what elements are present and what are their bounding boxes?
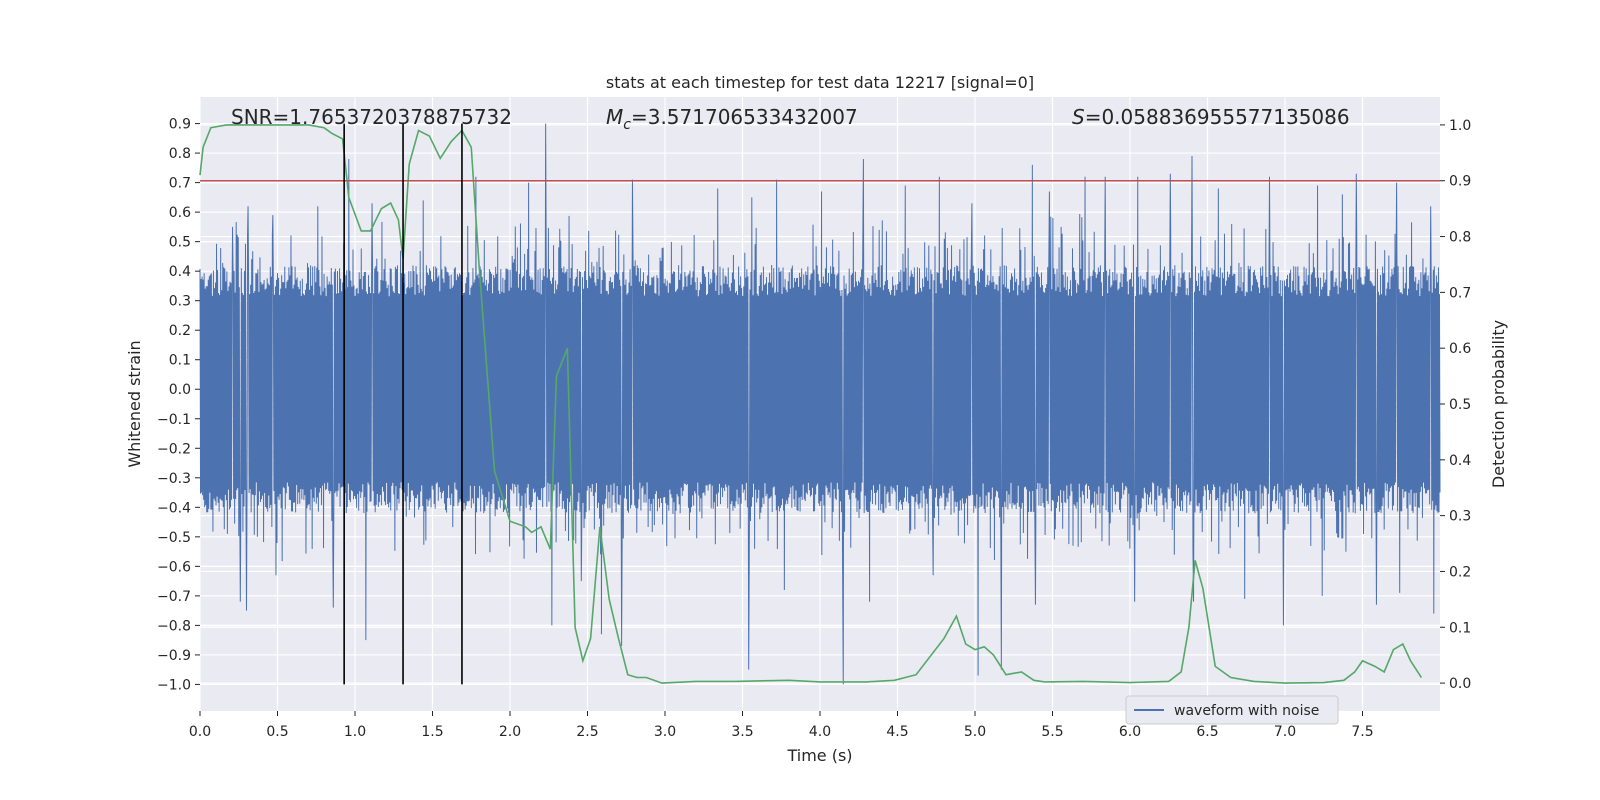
y-tick-label: −0.6: [157, 559, 191, 575]
legend-label: waveform with noise: [1174, 703, 1319, 719]
y2-tick-label: 0.6: [1449, 341, 1471, 357]
x-tick-label: 2.5: [576, 724, 598, 740]
x-tick-label: 1.5: [421, 724, 443, 740]
y-tick-label: 0.4: [169, 264, 191, 280]
y-tick-label: −0.7: [157, 589, 191, 605]
y-tick-label: 0.7: [169, 176, 191, 192]
legend-box: [1125, 695, 1339, 725]
y-tick-label: 0.9: [169, 117, 191, 133]
y-tick-label: −0.3: [157, 471, 191, 487]
y2-tick-label: 1.0: [1449, 118, 1471, 134]
legend: waveform with noise: [1125, 695, 1339, 725]
y-tick-label: 0.5: [169, 235, 191, 251]
x-tick-label: 0.0: [189, 724, 211, 740]
y2-tick-label: 0.1: [1449, 620, 1471, 636]
y2-tick-label: 0.0: [1449, 676, 1471, 692]
y2-axis-label: Detection probability: [1489, 320, 1508, 488]
snr-annotation: SNR=1.7653720378875732: [231, 105, 512, 129]
x-tick-label: 0.5: [266, 724, 288, 740]
plot-area: [199, 123, 1441, 685]
y-axis-ticks: 0.9 0.8 0.7 0.6 0.5 0.4 0.3 0.2 0.1 0.0 −0.1 −0.2 −0…: [157, 117, 200, 693]
x-axis-label: Time (s): [786, 746, 852, 765]
y-tick-label: −0.9: [157, 648, 191, 664]
y-tick-label: −0.4: [157, 500, 191, 516]
x-tick-label: 2.0: [499, 724, 521, 740]
mc-value: =3.571706533432007: [631, 105, 858, 129]
y-tick-label: 0.1: [169, 353, 191, 369]
x-tick-label: 5.0: [964, 724, 986, 740]
waveform-series: [199, 123, 1441, 685]
y2-tick-label: 0.3: [1449, 509, 1471, 525]
y-tick-label: −0.1: [157, 412, 191, 428]
x-tick-label: 1.0: [344, 724, 366, 740]
y-axis-label: Whitened strain: [125, 340, 144, 467]
mc-symbol: M: [606, 105, 623, 129]
y2-tick-label: 0.4: [1449, 453, 1471, 469]
chirp-mass-annotation: Mc=3.571706533432007: [606, 105, 858, 133]
y2-tick-label: 0.9: [1449, 174, 1471, 190]
x-tick-label: 4.0: [809, 724, 831, 740]
y-tick-label: −0.5: [157, 530, 191, 546]
x-tick-label: 6.0: [1119, 724, 1141, 740]
chart-title: stats at each timestep for test data 122…: [606, 73, 1034, 92]
y2-axis-ticks: 1.0 0.9 0.8 0.7 0.6 0.5 0.4 0.3 0.2 0.1 0.0: [1440, 118, 1471, 692]
mc-subscript: c: [623, 117, 631, 133]
x-tick-label: 4.5: [886, 724, 908, 740]
y2-tick-label: 0.2: [1449, 564, 1471, 580]
x-tick-label: 7.0: [1274, 724, 1296, 740]
y2-tick-label: 0.8: [1449, 230, 1471, 246]
y-tick-label: 0.3: [169, 294, 191, 310]
y-tick-label: −0.2: [157, 441, 191, 457]
y-tick-label: 0.2: [169, 323, 191, 339]
x-tick-label: 5.5: [1041, 724, 1063, 740]
event-vertical-lines: [343, 123, 463, 685]
x-tick-label: 3.0: [654, 724, 676, 740]
y-tick-label: −0.8: [157, 618, 191, 634]
y-tick-label: 0.6: [169, 205, 191, 221]
y2-tick-label: 0.5: [1449, 397, 1471, 413]
x-axis-ticks: 0.0 0.5 1.0 1.5 2.0 2.5 3.0 3.5 4.0 4.5 5.0 5.5 6.0 6…: [189, 711, 1374, 740]
s-annotation: S=0.058836955577135086: [1072, 105, 1350, 129]
x-tick-label: 3.5: [731, 724, 753, 740]
y-tick-label: −1.0: [157, 677, 191, 693]
s-symbol: S: [1072, 105, 1085, 129]
s-value: =0.058836955577135086: [1085, 105, 1350, 129]
y-tick-label: 0.8: [169, 146, 191, 162]
x-tick-label: 7.5: [1351, 724, 1373, 740]
x-tick-label: 6.5: [1196, 724, 1218, 740]
y-tick-label: 0.0: [169, 382, 191, 398]
y2-tick-label: 0.7: [1449, 285, 1471, 301]
detection-probability-series: [199, 124, 1423, 684]
